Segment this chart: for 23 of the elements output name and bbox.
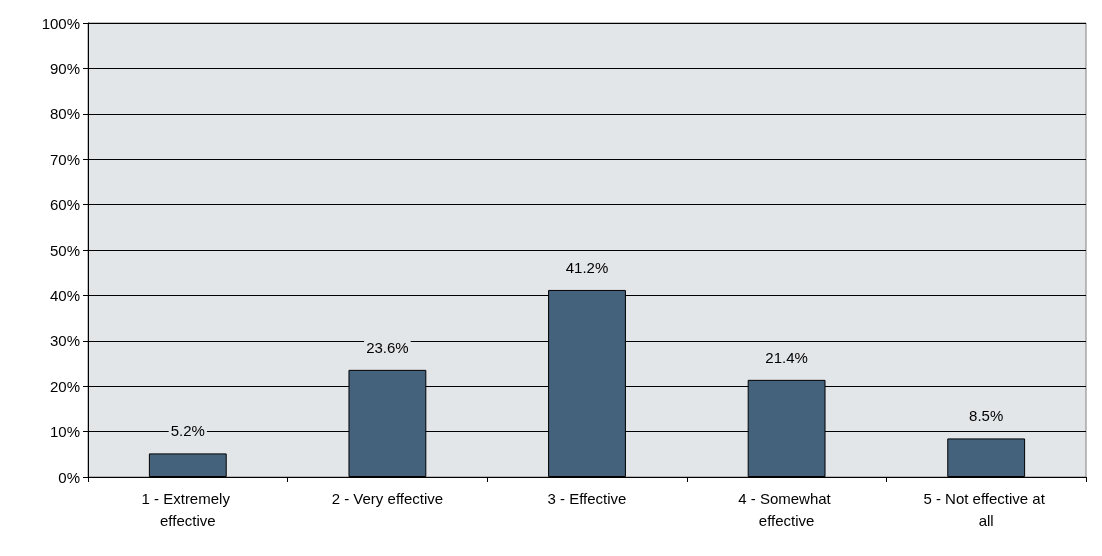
bar	[947, 438, 1026, 477]
y-tick-label: 70%	[49, 150, 80, 168]
y-tick-label: 20%	[49, 377, 80, 395]
x-tick-label: 3 - Effective	[547, 489, 627, 507]
data-label: 41.2%	[565, 258, 609, 276]
y-tick-label: 60%	[49, 196, 80, 214]
data-label: 5.2%	[170, 422, 205, 440]
y-tick-label: 10%	[49, 423, 80, 441]
data-label: 23.6%	[366, 338, 409, 356]
data-label: 8.5%	[969, 407, 1004, 425]
y-tick-label: 80%	[49, 105, 80, 123]
x-tick-label: 1 - Extremely effective	[141, 489, 235, 529]
y-tick-label: 40%	[49, 286, 80, 304]
x-tick-label: 4 - Somewhat effective	[738, 489, 835, 529]
y-tick-label: 30%	[49, 332, 80, 350]
x-tick-label: 5 - Not effective at all	[923, 489, 1050, 529]
data-label: 21.4%	[765, 348, 808, 366]
y-tick-label: 100%	[41, 14, 80, 32]
y-tick-label: 50%	[49, 241, 80, 259]
y-tick-label: 90%	[49, 59, 80, 77]
y-tick-label: 0%	[58, 468, 80, 486]
x-tick-label: 2 - Very effective	[331, 489, 444, 507]
bar	[148, 453, 227, 477]
